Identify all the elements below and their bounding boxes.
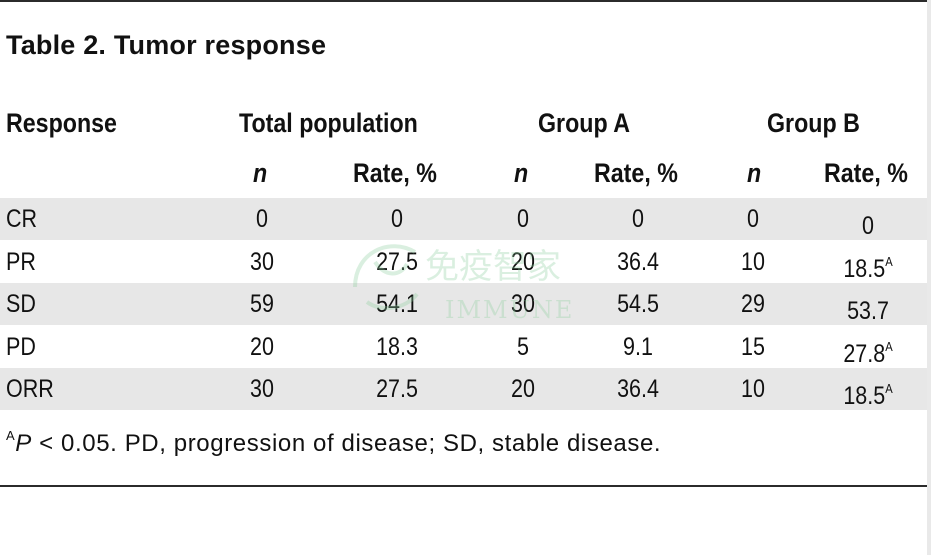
- header-group-a: Group A: [538, 108, 631, 138]
- total-rate: 27.5: [376, 375, 418, 403]
- significance-marker: A: [885, 339, 893, 354]
- table-row-pd: PD 20 18.3 5 9.1 15 27.8A: [0, 326, 927, 368]
- page-edge: [927, 0, 931, 555]
- table-row-sd: SD 59 54.1 30 54.5 29 53.7: [0, 283, 927, 325]
- group-a-rate: 54.5: [617, 290, 659, 318]
- bottom-rule: [0, 485, 927, 487]
- group-a-n: 20: [511, 375, 535, 403]
- group-b-n: 10: [741, 375, 765, 403]
- total-rate: 18.3: [376, 333, 418, 361]
- significance-marker: A: [885, 254, 893, 269]
- group-a-rate: 9.1: [623, 333, 653, 361]
- total-n: 20: [250, 333, 274, 361]
- table-row-cr: CR 0 0 0 0 0 0: [0, 198, 927, 240]
- group-a-n: 30: [511, 290, 535, 318]
- group-a-n: 5: [517, 333, 529, 361]
- group-a-n: 20: [511, 248, 535, 276]
- row-label: CR: [6, 205, 38, 233]
- total-rate: 54.1: [376, 290, 418, 318]
- header-group-b: Group B: [767, 108, 860, 138]
- total-n: 30: [250, 375, 274, 403]
- row-label: PD: [6, 333, 36, 361]
- subheader-group-a-rate: Rate, %: [594, 158, 678, 188]
- table-row-orr: ORR 30 27.5 20 36.4 10 18.5A: [0, 368, 927, 410]
- significance-marker: A: [885, 381, 893, 396]
- group-a-rate: 36.4: [617, 248, 659, 276]
- table-row-pr: PR 30 27.5 20 36.4 10 18.5A: [0, 241, 927, 283]
- total-n: 59: [250, 290, 274, 318]
- table-title: Table 2. Tumor response: [6, 30, 327, 60]
- subheader-total-n: n: [253, 158, 268, 188]
- row-label: SD: [6, 290, 36, 318]
- subheader-group-b-rate: Rate, %: [824, 158, 908, 188]
- header-response: Response: [6, 108, 117, 138]
- row-label: PR: [6, 248, 36, 276]
- top-rule: [0, 0, 927, 2]
- group-b-n: 10: [741, 248, 765, 276]
- group-a-n: 0: [517, 205, 529, 233]
- group-b-n: 0: [747, 205, 759, 233]
- group-b-rate: 0: [862, 212, 874, 240]
- subheader-total-rate: Rate, %: [353, 158, 437, 188]
- total-rate: 0: [391, 205, 403, 233]
- total-rate: 27.5: [376, 248, 418, 276]
- header-total-population: Total population: [239, 108, 418, 138]
- row-label: ORR: [6, 375, 54, 403]
- subheader-group-b-n: n: [747, 158, 762, 188]
- group-b-n: 15: [741, 333, 765, 361]
- group-a-rate: 36.4: [617, 375, 659, 403]
- group-b-rate: 27.8A: [843, 339, 893, 368]
- total-n: 30: [250, 248, 274, 276]
- group-b-rate: 18.5A: [843, 381, 893, 410]
- table-footnote: AP < 0.05. PD, progression of disease; S…: [6, 428, 662, 457]
- group-b-rate: 18.5A: [843, 254, 893, 283]
- total-n: 0: [256, 205, 268, 233]
- subheader-group-a-n: n: [514, 158, 529, 188]
- group-b-n: 29: [741, 290, 765, 318]
- group-b-rate: 53.7: [847, 297, 889, 325]
- group-a-rate: 0: [632, 205, 644, 233]
